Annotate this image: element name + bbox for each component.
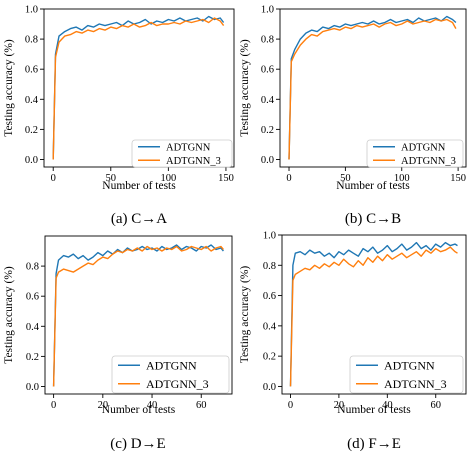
x-axis-label: Number of tests [102,404,176,416]
x-tick-label: 40 [147,400,158,411]
x-tick-label: 100 [160,173,176,184]
y-tick-label: 0.6 [263,291,276,302]
x-tick-label: 60 [196,400,207,411]
legend-box [349,355,464,394]
subplot-3: 0 20 40 60 0.0 0.2 0.4 0.6 0.8 1.0 Number of tests… [239,231,467,452]
y-tick-label: 1.0 [261,5,274,16]
series-line-adtgnn-3 [52,17,225,160]
y-tick-label: 0.8 [261,35,274,46]
y-tick-label: 0.2 [26,352,39,363]
legend-label-adtgnn: ADTGNN [146,358,197,372]
x-tick-label: 60 [430,400,441,411]
y-axis-label: Testing accuracy (%) [239,39,251,137]
legend-label-adtgnn-3: ADTGNN_3 [146,377,209,391]
y-tick-label: 0.8 [263,261,276,272]
y-tick-label: 0.0 [263,382,276,393]
legend-label-adtgnn: ADTGNN [166,142,211,153]
y-tick-label: 0.0 [25,155,38,166]
legend-label-adtgnn: ADTGNN [401,142,446,153]
x-tick-label: 20 [334,400,345,411]
y-tick-label: 0.4 [25,95,39,106]
series-line-adtgnn [288,15,457,160]
x-tick-label: 50 [106,173,117,184]
series-line-adtgnn [52,15,225,160]
axes-frame [281,234,467,395]
x-tick-label: 0 [51,400,56,411]
x-tick-label: 100 [394,173,410,184]
series-line-adtgnn-3 [289,246,458,387]
legend-label-adtgnn-3: ADTGNN_3 [166,156,221,167]
subplot-2: 0 20 40 60 0.0 0.2 0.4 0.6 0.8 Number of tests Tes… [3,235,233,452]
series-line-adtgnn-3 [288,18,457,160]
x-tick-label: 150 [450,173,466,184]
y-axis-label: Testing accuracy (%) [3,266,15,364]
legend-box [111,355,230,394]
series-line-adtgnn-3 [52,245,224,387]
subplot-caption: (b) C→B [345,211,401,227]
y-axis-label: Testing accuracy (%) [3,39,15,137]
y-tick-label: 0.6 [25,65,38,76]
axes-frame [44,235,233,395]
legend-label-adtgnn: ADTGNN [384,358,435,372]
y-tick-label: 0.0 [26,382,39,393]
subplot-1: 0 50 100 150 0.0 0.2 0.4 0.6 0.8 1.0 Number of tes… [239,5,467,227]
subplot-caption: (d) F→E [347,436,401,452]
y-axis-label: Testing accuracy (%) [239,266,251,364]
legend-label-adtgnn-3: ADTGNN_3 [384,377,447,391]
x-tick-label: 0 [51,173,56,184]
y-tick-label: 0.8 [26,262,39,273]
x-tick-label: 20 [98,400,109,411]
x-tick-label: 0 [286,173,291,184]
y-tick-label: 1.0 [25,5,38,16]
legend-label-adtgnn-3: ADTGNN_3 [401,156,456,167]
y-tick-label: 0.2 [263,352,276,363]
y-tick-label: 0.0 [261,155,274,166]
x-tick-label: 0 [288,400,293,411]
x-tick-label: 150 [218,173,234,184]
y-tick-label: 0.6 [26,292,39,303]
subplot-caption: (a) C→A [111,211,167,227]
subplot-caption: (c) D→E [110,436,165,452]
y-tick-label: 0.6 [261,65,274,76]
subplot-0: 0 50 100 150 0.0 0.2 0.4 0.6 0.8 1.0 Number of tes… [3,5,235,227]
y-tick-label: 0.4 [261,95,275,106]
y-tick-label: 0.4 [263,321,277,332]
y-tick-label: 0.4 [26,322,40,333]
x-tick-label: 40 [382,400,393,411]
y-tick-label: 0.2 [25,125,38,136]
y-tick-label: 0.2 [261,125,274,136]
x-axis-label: Number of tests [337,404,411,416]
x-axis-label: Number of tests [336,180,410,192]
series-line-adtgnn [289,241,458,387]
series-line-adtgnn [52,244,224,387]
x-tick-label: 50 [340,173,351,184]
y-tick-label: 0.8 [25,35,38,46]
y-tick-label: 1.0 [263,231,276,242]
x-axis-label: Number of tests [102,180,176,192]
